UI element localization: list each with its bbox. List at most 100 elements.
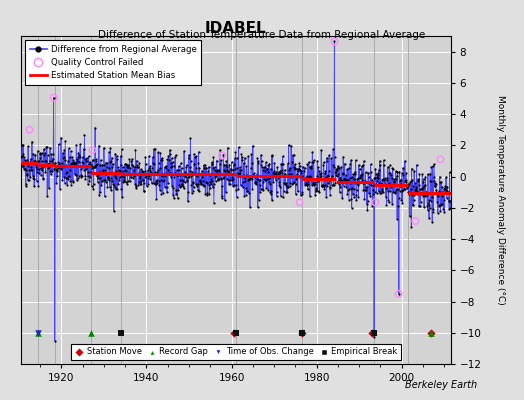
Point xyxy=(315,171,324,178)
Point xyxy=(179,172,187,179)
Point xyxy=(251,179,259,186)
Point xyxy=(128,156,136,162)
Point xyxy=(285,170,293,177)
Point xyxy=(397,176,405,183)
Point xyxy=(368,203,376,209)
Point xyxy=(370,330,378,336)
Point xyxy=(388,165,397,171)
Point xyxy=(72,172,80,178)
Point xyxy=(201,165,210,171)
Point xyxy=(158,172,166,179)
Point xyxy=(417,186,425,192)
Point xyxy=(181,168,189,175)
Point xyxy=(330,182,338,188)
Point xyxy=(422,192,431,198)
Point xyxy=(217,176,225,182)
Point xyxy=(323,183,332,189)
Point xyxy=(285,142,293,148)
Point xyxy=(413,188,421,194)
Point xyxy=(290,164,298,171)
Point xyxy=(88,165,96,172)
Point xyxy=(130,172,138,179)
Point xyxy=(37,172,45,178)
Point xyxy=(331,154,339,160)
Point xyxy=(59,150,67,156)
Point xyxy=(420,176,428,182)
Point xyxy=(111,184,119,190)
Point xyxy=(223,164,232,170)
Point xyxy=(54,141,63,148)
Point xyxy=(399,172,408,178)
Point xyxy=(187,182,195,189)
Point xyxy=(147,168,155,175)
Point xyxy=(270,160,279,166)
Point xyxy=(421,193,429,200)
Point xyxy=(43,152,52,158)
Point xyxy=(300,175,308,182)
Point xyxy=(29,174,38,181)
Point xyxy=(155,178,163,184)
Point xyxy=(84,153,93,160)
Point xyxy=(371,199,379,206)
Point xyxy=(224,168,233,174)
Point xyxy=(222,188,230,195)
Point xyxy=(444,189,452,196)
Point xyxy=(117,186,125,192)
Point xyxy=(233,165,242,171)
Point xyxy=(421,174,430,180)
Point xyxy=(261,167,269,174)
Point xyxy=(41,158,50,164)
Point xyxy=(46,158,54,164)
Point xyxy=(178,180,187,187)
Point xyxy=(188,169,196,175)
Point xyxy=(437,201,445,208)
Point xyxy=(346,180,355,186)
Point xyxy=(90,164,99,170)
Point xyxy=(399,187,407,193)
Point xyxy=(294,166,303,172)
Point xyxy=(397,181,405,188)
Point xyxy=(326,184,335,191)
Point xyxy=(248,186,257,192)
Point xyxy=(216,147,224,153)
Point xyxy=(198,172,206,178)
Point xyxy=(182,174,190,180)
Point xyxy=(305,164,314,170)
Point xyxy=(293,165,301,172)
Point xyxy=(444,198,453,204)
Point xyxy=(56,164,64,170)
Point xyxy=(268,197,276,203)
Point xyxy=(372,166,380,172)
Point xyxy=(133,158,141,164)
Point xyxy=(322,173,330,180)
Point xyxy=(337,176,346,183)
Point xyxy=(333,165,342,172)
Point xyxy=(248,176,256,182)
Point xyxy=(287,171,295,178)
Point xyxy=(67,160,75,167)
Point xyxy=(219,175,227,182)
Point xyxy=(423,190,431,196)
Point xyxy=(39,175,47,181)
Point xyxy=(386,169,395,176)
Point xyxy=(179,178,188,184)
Point xyxy=(425,215,433,221)
Point xyxy=(432,188,441,195)
Point xyxy=(413,190,421,197)
Point xyxy=(221,197,229,203)
Point xyxy=(176,177,184,184)
Point xyxy=(309,181,317,187)
Point xyxy=(282,184,291,190)
Point xyxy=(334,163,342,169)
Point xyxy=(159,190,167,196)
Point xyxy=(325,178,334,184)
Point xyxy=(146,163,154,169)
Point xyxy=(300,165,309,171)
Point xyxy=(100,162,108,168)
Point xyxy=(337,164,345,170)
Point xyxy=(244,176,253,182)
Point xyxy=(168,182,176,189)
Point xyxy=(282,180,290,186)
Point xyxy=(420,183,429,189)
Point xyxy=(382,185,390,191)
